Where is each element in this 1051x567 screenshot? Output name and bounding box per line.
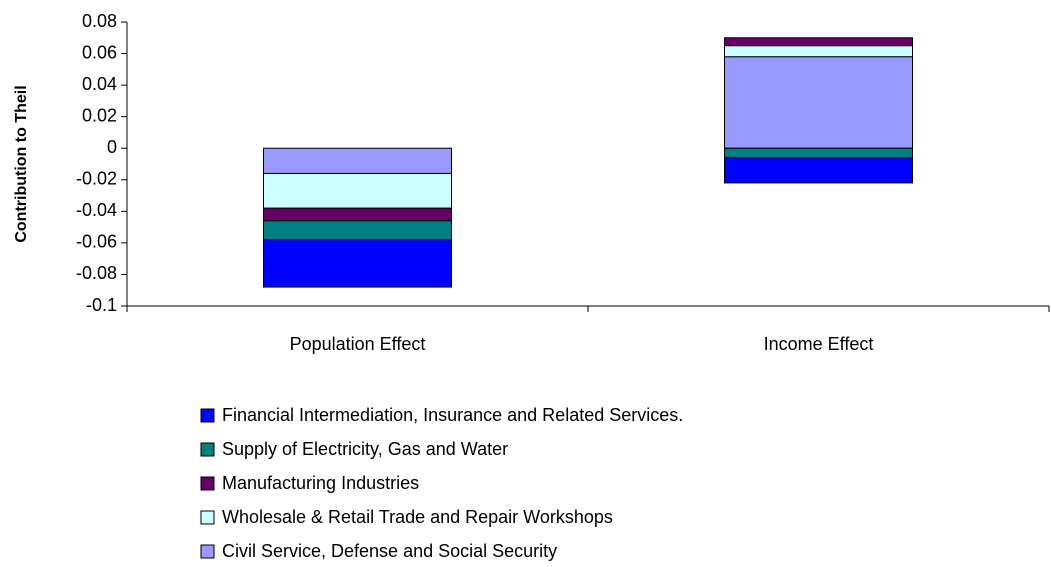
bar-segment (724, 45, 913, 58)
legend-swatch (200, 442, 215, 457)
y-tick-label: 0.02 (82, 105, 117, 125)
y-tick-label: -0.04 (76, 200, 117, 220)
legend-label: Wholesale & Retail Trade and Repair Work… (222, 507, 613, 527)
legend-label: Supply of Electricity, Gas and Water (222, 439, 508, 459)
y-tick-label: -0.08 (76, 263, 117, 283)
legend-swatch (200, 544, 215, 559)
bar-segment (724, 56, 913, 149)
legend-label: Financial Intermediation, Insurance and … (222, 405, 683, 425)
y-tick-label: 0.04 (82, 74, 117, 94)
x-tick-label: Population Effect (290, 334, 426, 354)
y-tick-label: 0 (107, 137, 117, 157)
legend-swatch (200, 510, 215, 525)
bar-segment (263, 147, 452, 174)
bar-segment (263, 172, 452, 209)
x-tick-label: Income Effect (764, 334, 874, 354)
bar-segment (263, 207, 452, 222)
bar-segment (263, 239, 452, 288)
bar-segment (263, 220, 452, 241)
y-tick-label: 0.08 (82, 11, 117, 31)
y-tick-label: -0.02 (76, 169, 117, 189)
bar-segment (724, 147, 913, 159)
legend-label: Manufacturing Industries (222, 473, 419, 493)
legend-label: Civil Service, Defense and Social Securi… (222, 541, 557, 561)
legend-swatch (200, 408, 215, 423)
y-tick-label: -0.06 (76, 232, 117, 252)
y-axis-label: Contribution to Theil (13, 85, 30, 242)
bar-segment (724, 37, 913, 47)
y-tick-label: 0.06 (82, 42, 117, 62)
bar-segment (724, 157, 913, 184)
legend-swatch (200, 476, 215, 491)
y-tick-label: -0.1 (86, 295, 117, 315)
